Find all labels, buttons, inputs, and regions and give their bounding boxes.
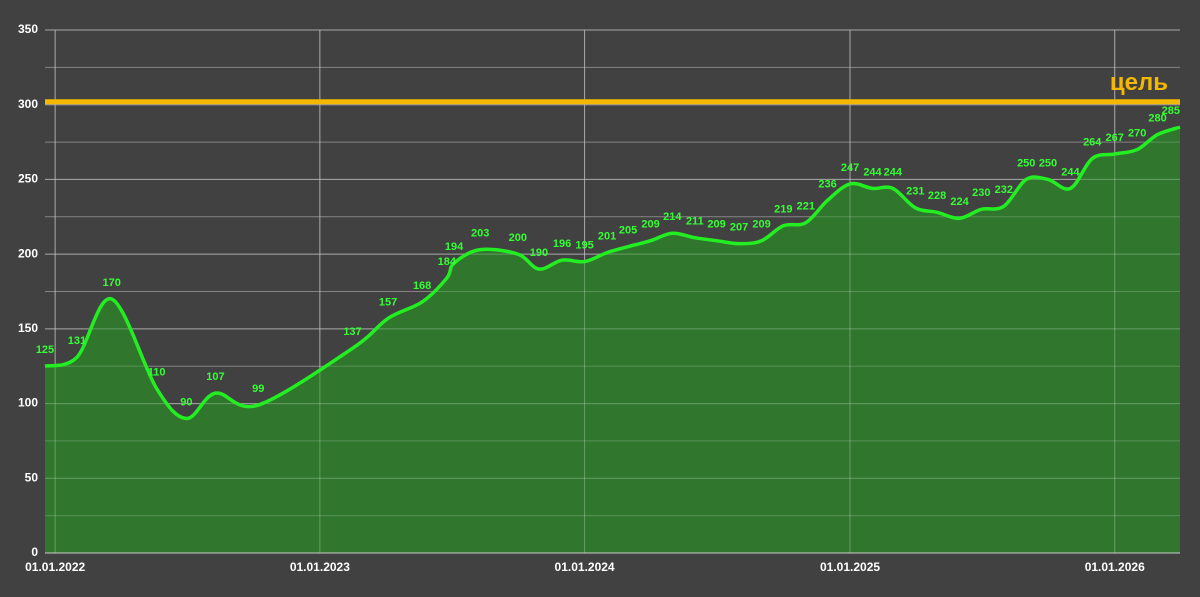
y-tick-label: 100 — [18, 396, 38, 410]
value-label: 107 — [206, 371, 224, 383]
x-tick-label: 01.01.2022 — [25, 560, 85, 574]
value-label: 195 — [575, 240, 593, 252]
x-tick-label: 01.01.2025 — [820, 560, 880, 574]
value-label: 125 — [36, 344, 54, 356]
value-label: 270 — [1128, 127, 1146, 139]
value-label: 110 — [148, 367, 166, 379]
value-label: 157 — [379, 296, 397, 308]
value-label: 196 — [553, 238, 571, 250]
value-label: 244 — [1061, 166, 1080, 178]
value-label: 267 — [1106, 132, 1124, 144]
y-tick-label: 0 — [31, 545, 38, 559]
value-label: 250 — [1017, 157, 1035, 169]
x-tick-label: 01.01.2026 — [1085, 560, 1145, 574]
y-tick-label: 250 — [18, 172, 38, 186]
value-label: 137 — [343, 326, 361, 338]
value-label: 194 — [445, 241, 464, 253]
value-label: 224 — [950, 196, 969, 208]
value-label: 244 — [884, 166, 903, 178]
x-tick-label: 01.01.2024 — [555, 560, 615, 574]
value-label: 214 — [663, 211, 682, 223]
value-label: 170 — [103, 277, 121, 289]
value-label: 209 — [641, 219, 659, 231]
value-label: 264 — [1083, 136, 1102, 148]
value-label: 230 — [972, 187, 990, 199]
value-label: 90 — [180, 396, 192, 408]
y-tick-label: 350 — [18, 22, 38, 36]
y-tick-label: 200 — [18, 246, 38, 260]
value-label: 201 — [598, 231, 616, 243]
value-label: 231 — [906, 186, 924, 198]
x-tick-label: 01.01.2023 — [290, 560, 350, 574]
value-label: 168 — [413, 280, 431, 292]
value-label: 247 — [841, 162, 859, 174]
value-label: 211 — [686, 216, 704, 228]
value-label: 131 — [68, 335, 86, 347]
value-label: 184 — [438, 256, 457, 268]
value-label: 207 — [730, 222, 748, 234]
y-tick-label: 300 — [18, 97, 38, 111]
y-tick-label: 150 — [18, 321, 38, 335]
value-label: 236 — [818, 178, 836, 190]
value-label: 190 — [530, 247, 548, 259]
value-label: 221 — [797, 201, 815, 213]
value-label: 232 — [995, 184, 1013, 196]
value-label: 244 — [863, 166, 882, 178]
value-label: 200 — [509, 232, 527, 244]
value-label: 219 — [774, 204, 792, 216]
y-tick-label: 50 — [25, 470, 39, 484]
value-label: 280 — [1148, 113, 1166, 125]
value-label: 99 — [252, 383, 264, 395]
value-label: 228 — [928, 190, 946, 202]
value-label: 285 — [1162, 105, 1180, 117]
area — [45, 127, 1180, 553]
value-label: 205 — [619, 225, 637, 237]
value-label: 250 — [1039, 157, 1057, 169]
value-label: 209 — [707, 219, 725, 231]
value-label: 209 — [752, 219, 770, 231]
value-label: 203 — [471, 228, 489, 240]
target-label: цель — [1110, 69, 1168, 96]
line — [44, 125, 1181, 421]
